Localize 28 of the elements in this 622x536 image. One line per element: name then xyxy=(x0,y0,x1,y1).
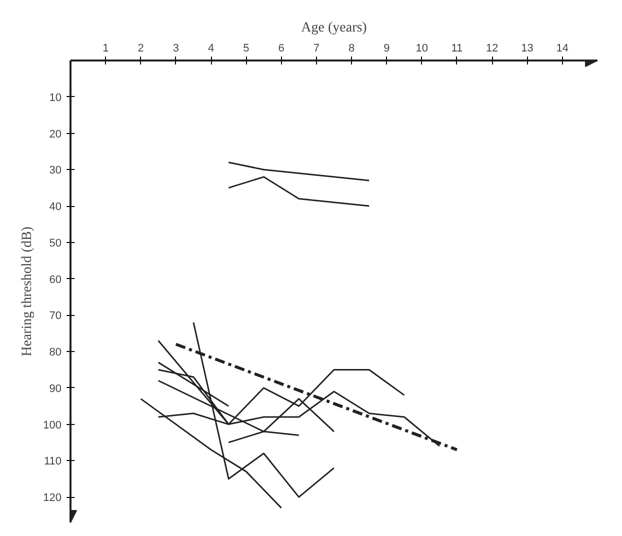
x-tick-label: 14 xyxy=(556,42,568,54)
x-tick-label: 11 xyxy=(451,42,463,54)
y-tick-label: 110 xyxy=(44,456,62,468)
y-tick-label: 10 xyxy=(49,92,62,104)
x-tick-label: 4 xyxy=(208,42,214,54)
x-tick-label: 5 xyxy=(243,42,250,54)
y-tick-label: 40 xyxy=(49,201,62,214)
y-tick-label: 70 xyxy=(49,310,62,322)
x-tick-label: 8 xyxy=(348,42,355,54)
y-tick-label: 60 xyxy=(49,274,62,286)
x-tick-label: 6 xyxy=(278,42,284,54)
y-axis-title: Hearing threshold (dB) xyxy=(20,226,36,356)
x-tick-label: 12 xyxy=(486,42,498,54)
x-tick-label: 13 xyxy=(521,42,534,54)
y-tick-label: 20 xyxy=(49,128,62,140)
x-axis-title: Age (years) xyxy=(301,20,368,36)
y-tick-label: 30 xyxy=(49,164,62,177)
y-tick-label: 90 xyxy=(49,382,62,395)
y-tick-label: 50 xyxy=(49,237,62,250)
x-tick-label: 2 xyxy=(138,42,144,54)
x-tick-label: 3 xyxy=(172,42,179,54)
y-tick-label: 80 xyxy=(49,346,62,359)
x-tick-label: 7 xyxy=(313,42,320,54)
y-tick-label: 100 xyxy=(43,419,62,432)
x-tick-label: 9 xyxy=(384,42,390,54)
y-tick-label: 120 xyxy=(43,492,62,504)
x-tick-label: 1 xyxy=(102,42,109,54)
x-tick-label: 10 xyxy=(416,42,428,54)
